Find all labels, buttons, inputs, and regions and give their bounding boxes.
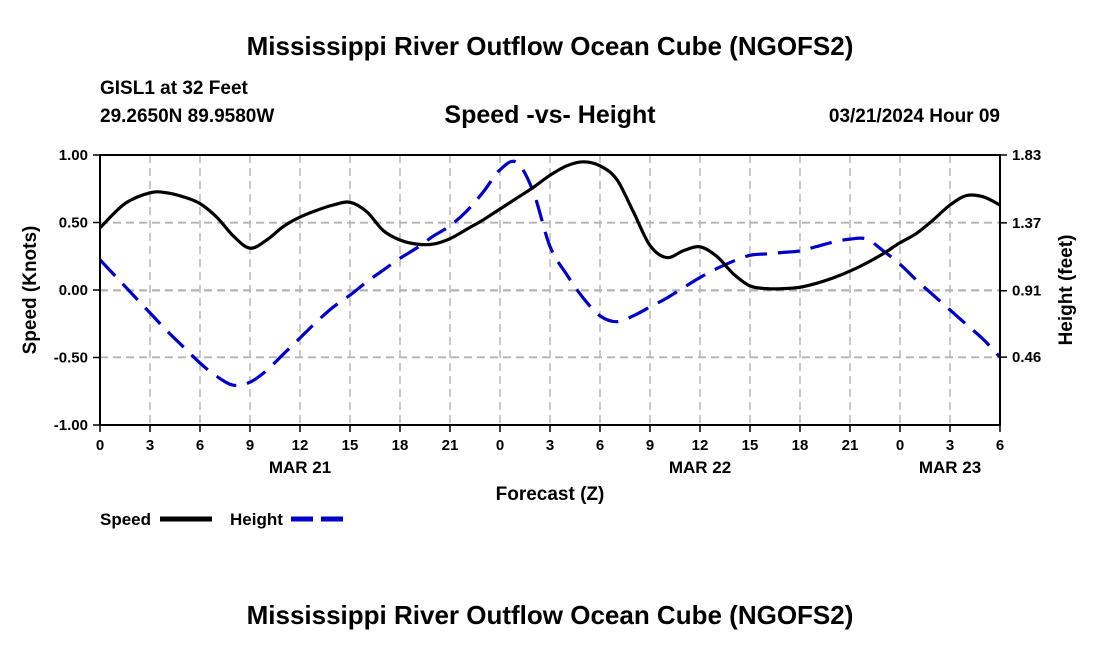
footer-title: Mississippi River Outflow Ocean Cube (NG… <box>246 600 854 630</box>
x-tick-label: 3 <box>946 437 954 454</box>
forecast-date-label: 03/21/2024 Hour 09 <box>828 106 1000 127</box>
date-label: MAR 21 <box>269 458 331 477</box>
x-tick-label: 0 <box>896 437 904 454</box>
height-series-line <box>98 159 1002 388</box>
y2-tick-label: 1.83 <box>1012 147 1041 164</box>
y2-axis-label: Height (feet) <box>1056 235 1077 346</box>
x-tick-label: 3 <box>546 437 554 454</box>
y2-tick-label: 0.91 <box>1012 283 1041 300</box>
coordinates-label: 29.2650N 89.9580W <box>100 106 275 127</box>
x-tick-label: 18 <box>392 437 409 454</box>
chart-title: Speed -vs- Height <box>444 101 656 129</box>
x-tick-label: 6 <box>196 437 204 454</box>
series-layer <box>98 159 1002 388</box>
x-tick-label: 3 <box>146 437 154 454</box>
y2-tick-label: 1.37 <box>1012 215 1041 232</box>
x-tick-label: 9 <box>646 437 654 454</box>
y-tick-label: -1.00 <box>54 417 88 434</box>
x-axis-label: Forecast (Z) <box>496 484 605 505</box>
y-tick-label: 1.00 <box>59 147 88 164</box>
x-tick-label: 21 <box>442 437 459 454</box>
x-tick-label: 15 <box>742 437 759 454</box>
y-axis-label: Speed (Knots) <box>20 226 41 355</box>
legend-height-label: Height <box>230 510 283 529</box>
x-tick-label: 9 <box>246 437 254 454</box>
x-tick-label: 12 <box>292 437 309 454</box>
y-tick-label: 0.50 <box>59 215 88 232</box>
x-tick-label: 18 <box>792 437 809 454</box>
date-label: MAR 23 <box>919 458 981 477</box>
date-label: MAR 22 <box>669 458 731 477</box>
x-tick-label: 15 <box>342 437 359 454</box>
legend-speed-label: Speed <box>100 510 151 529</box>
x-tick-label: 21 <box>842 437 859 454</box>
x-tick-label: 12 <box>692 437 709 454</box>
x-tick-label: 6 <box>596 437 604 454</box>
y-tick-label: 0.00 <box>59 282 88 299</box>
axes: 0 3 6 9 12 15 18 21 0 3 6 9 12 15 18 21 0 3 6 1.00 0.50 0.00 -… <box>54 147 1041 477</box>
x-tick-label: 6 <box>996 437 1004 454</box>
station-label: GISL1 at 32 Feet <box>100 78 248 99</box>
y-tick-label: -0.50 <box>54 350 88 367</box>
speed-series-line <box>98 160 1001 291</box>
x-tick-label: 0 <box>496 437 504 454</box>
main-title: Mississippi River Outflow Ocean Cube (NG… <box>246 31 854 61</box>
legend: Speed Height <box>100 510 343 529</box>
y2-tick-label: 0.46 <box>1012 349 1041 366</box>
x-tick-label: 0 <box>96 437 104 454</box>
